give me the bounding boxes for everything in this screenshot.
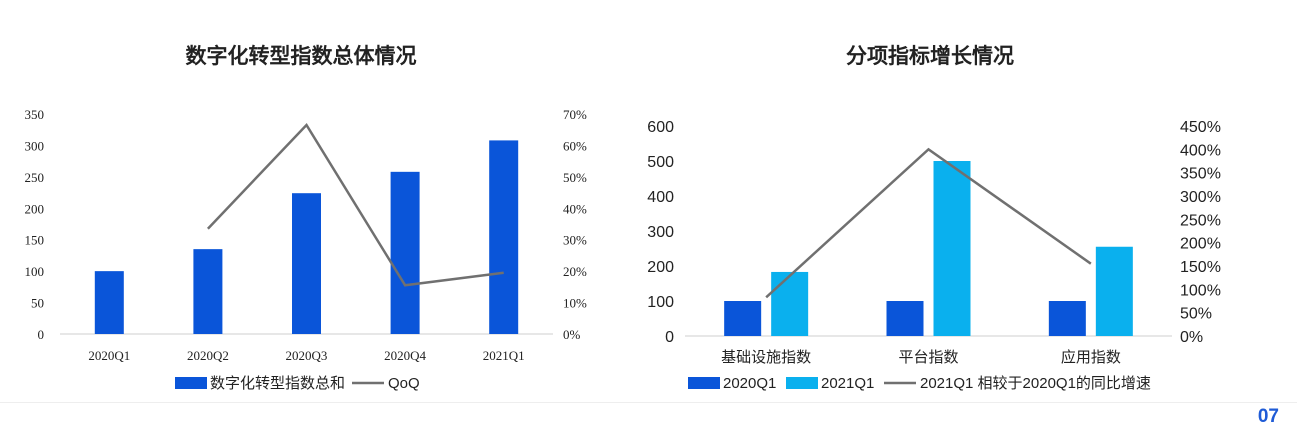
chart-2-left-tick: 100 (647, 294, 674, 311)
chart-2-right-tick: 400% (1180, 142, 1221, 159)
chart-1-right-tick: 70% (563, 107, 587, 122)
chart-2-left-tick: 0 (665, 329, 674, 346)
chart-2-right-tick: 250% (1180, 212, 1221, 229)
chart-1-bar (489, 140, 519, 334)
chart-1-left-tick: 0 (38, 327, 45, 342)
chart-1-bar (292, 193, 321, 334)
chart-1-left-tick: 350 (25, 107, 45, 122)
chart-2-right-tick: 100% (1180, 282, 1221, 299)
chart-2-left-tick: 200 (647, 259, 674, 276)
chart-2-left-tick: 400 (647, 189, 674, 206)
chart-2-legend-2020q1-label: 2020Q1 (723, 375, 776, 392)
chart-1-left-tick: 100 (25, 264, 45, 279)
chart-2-growth-line (765, 147, 1092, 299)
chart-2-x-label: 应用指数 (1061, 348, 1121, 366)
chart-1-x-labels: 2020Q1 2020Q2 2020Q3 2020Q4 2021Q1 (88, 348, 524, 363)
chart-1-right-tick: 50% (563, 170, 587, 185)
chart-2-x-label: 基础设施指数 (721, 349, 811, 366)
chart-2-right-tick: 300% (1180, 189, 1221, 206)
chart-1-right-ticks: 0% 10% 20% 30% 40% 50% 60% 70% (563, 107, 587, 342)
chart-2-x-labels: 基础设施指数 平台指数 应用指数 (721, 348, 1121, 366)
chart-1-right-tick: 30% (563, 233, 587, 248)
chart-2-right-tick: 150% (1180, 259, 1221, 276)
chart-1-x-label: 2020Q3 (286, 348, 328, 363)
chart-1-bar (390, 171, 420, 334)
chart-1-x-label: 2021Q1 (483, 348, 525, 363)
chart-1-bar (193, 249, 223, 334)
chart-1-bar (94, 271, 124, 334)
chart-1-qoq-line (206, 122, 504, 287)
chart-overall: 数字化转型指数总体情况 0 50 100 150 200 250 300 350 0% 10% 2… (25, 44, 588, 392)
chart-2-bar-2020q1 (724, 301, 762, 336)
chart-2-legend: 2020Q1 2021Q1 2021Q1 相较于2020Q1的同比增速 (688, 374, 1151, 392)
chart-2-left-ticks: 0 100 200 300 400 500 600 (647, 119, 674, 346)
chart-1-title: 数字化转型指数总体情况 (186, 44, 417, 68)
chart-2-bar-2020q1 (1048, 301, 1086, 336)
chart-2-title: 分项指标增长情况 (846, 44, 1014, 68)
chart-1-legend: 数字化转型指数总和 QoQ (175, 375, 420, 392)
chart-1-left-ticks: 0 50 100 150 200 250 300 350 (25, 107, 45, 342)
chart-2-right-ticks: 0% 50% 100% 150% 200% 250% 300% 350% 400% 450% (1180, 119, 1221, 346)
chart-1-bars (94, 140, 519, 334)
chart-2-legend-2020q1-swatch (688, 377, 720, 389)
chart-2-left-tick: 300 (647, 224, 674, 241)
chart-2-right-tick: 50% (1180, 306, 1212, 323)
chart-1-legend-bar-swatch (175, 377, 207, 389)
chart-2-bar-2021q1 (771, 271, 809, 336)
chart-breakdown: 分项指标增长情况 0 100 200 300 400 500 600 0% 50% 100% 15… (647, 44, 1221, 392)
chart-1-right-tick: 20% (563, 264, 587, 279)
chart-1-right-tick: 60% (563, 138, 587, 153)
chart-1-x-label: 2020Q1 (88, 348, 130, 363)
chart-2-bar-2021q1 (933, 161, 971, 336)
chart-1-x-label: 2020Q4 (384, 348, 426, 363)
chart-1-left-tick: 200 (25, 201, 45, 216)
chart-1-legend-line-label: QoQ (388, 375, 420, 392)
chart-1-legend-bar-label: 数字化转型指数总和 (210, 375, 345, 392)
chart-2-bar-2021q1 (1095, 246, 1133, 336)
page-number: 07 (1257, 406, 1279, 427)
chart-1-left-tick: 50 (31, 296, 44, 311)
chart-2-right-tick: 200% (1180, 236, 1221, 253)
footer-divider (0, 402, 1297, 403)
chart-1-right-tick: 0% (563, 327, 581, 342)
chart-1-right-tick: 40% (563, 201, 587, 216)
chart-1-right-tick: 10% (563, 296, 587, 311)
chart-2-x-label: 平台指数 (898, 349, 958, 366)
chart-2-legend-2021q1-swatch (786, 377, 818, 389)
chart-2-left-tick: 600 (647, 119, 674, 136)
chart-2-legend-line-label: 2021Q1 相较于2020Q1的同比增速 (920, 374, 1151, 392)
chart-1-left-tick: 300 (25, 138, 45, 153)
chart-1-left-tick: 150 (25, 233, 45, 248)
chart-2-legend-2021q1-label: 2021Q1 (821, 375, 874, 392)
chart-2-left-tick: 500 (647, 154, 674, 171)
chart-1-left-tick: 250 (25, 170, 45, 185)
chart-2-bar-2020q1 (886, 301, 924, 336)
chart-1-x-label: 2020Q2 (187, 348, 229, 363)
chart-2-right-tick: 0% (1180, 329, 1203, 346)
chart-2-right-tick: 350% (1180, 166, 1221, 183)
chart-2-right-tick: 450% (1180, 119, 1221, 136)
chart-2-bars (724, 161, 1133, 336)
